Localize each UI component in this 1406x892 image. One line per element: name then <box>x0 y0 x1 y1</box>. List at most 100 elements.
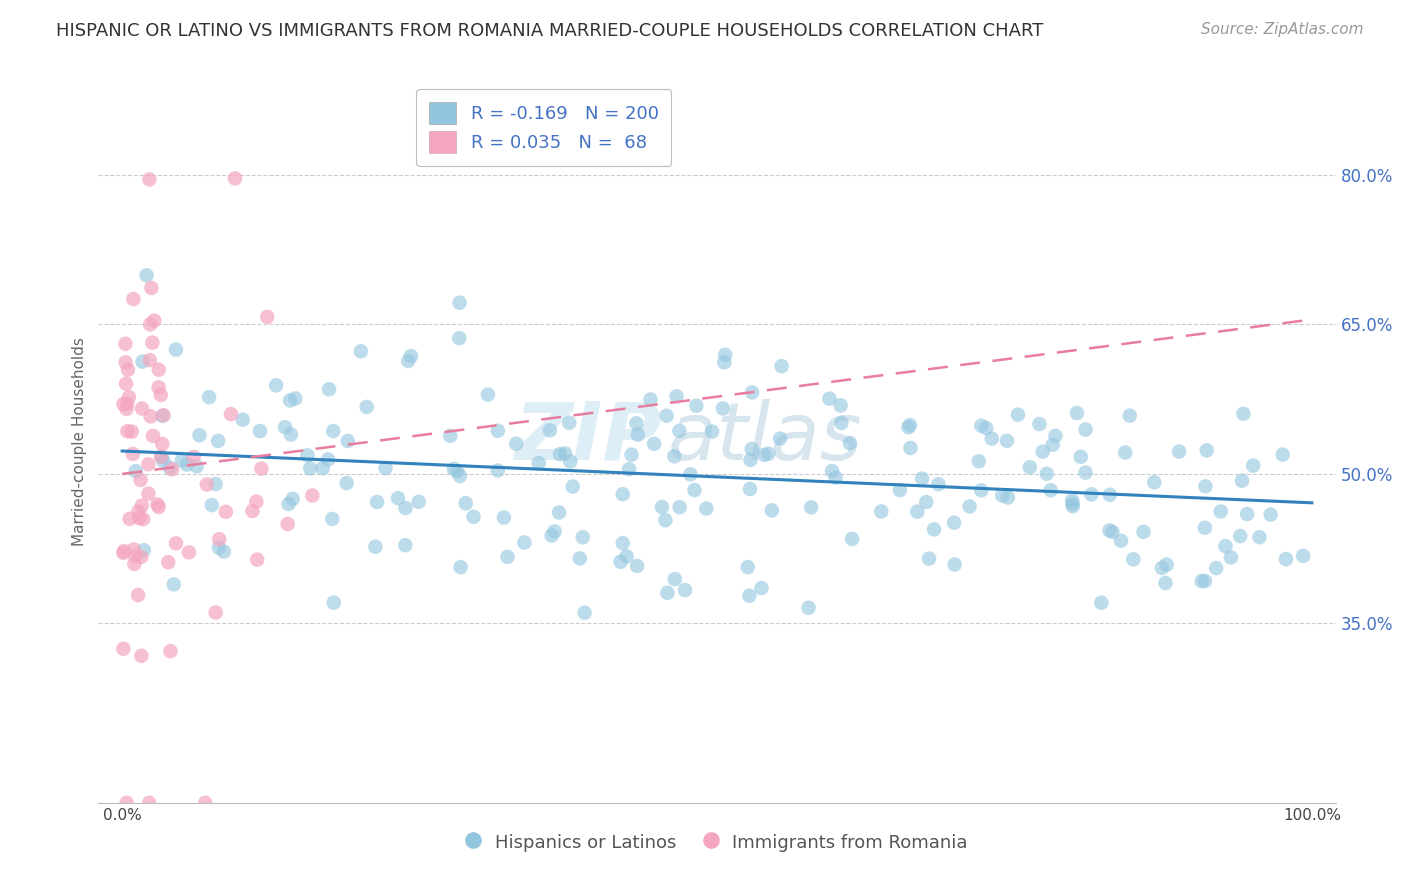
Point <box>131 648 153 663</box>
Point <box>138 172 160 186</box>
Point <box>150 409 173 423</box>
Point <box>626 417 648 431</box>
Point <box>1007 408 1029 422</box>
Point <box>148 380 170 394</box>
Point <box>139 409 162 424</box>
Text: atlas: atlas <box>668 399 862 477</box>
Point <box>195 477 218 491</box>
Point <box>177 545 200 559</box>
Point <box>668 500 690 515</box>
Point <box>574 606 596 620</box>
Point <box>1150 561 1173 575</box>
Point <box>449 295 471 310</box>
Point <box>900 441 922 455</box>
Point <box>141 335 163 350</box>
Point <box>132 543 155 558</box>
Point <box>146 498 169 512</box>
Point <box>830 398 852 412</box>
Point <box>761 503 783 517</box>
Point <box>396 354 419 368</box>
Point <box>911 472 934 486</box>
Point <box>1119 409 1142 423</box>
Point <box>1194 479 1216 493</box>
Point <box>616 549 638 564</box>
Point <box>486 463 509 477</box>
Point <box>122 447 145 461</box>
Point <box>970 483 993 498</box>
Point <box>626 558 648 573</box>
Point <box>1109 533 1132 548</box>
Point <box>1036 467 1059 481</box>
Point <box>277 516 299 531</box>
Point <box>186 459 208 474</box>
Point <box>1271 448 1294 462</box>
Point <box>152 454 174 468</box>
Point <box>149 388 172 402</box>
Point <box>655 409 678 423</box>
Point <box>449 331 471 345</box>
Point <box>281 491 304 506</box>
Point <box>612 487 634 501</box>
Point <box>818 392 841 406</box>
Text: HISPANIC OR LATINO VS IMMIGRANTS FROM ROMANIA MARRIED-COUPLE HOUSEHOLDS CORRELAT: HISPANIC OR LATINO VS IMMIGRANTS FROM RO… <box>56 22 1043 40</box>
Point <box>387 491 409 505</box>
Point <box>756 447 779 461</box>
Point <box>1168 444 1191 458</box>
Point <box>201 498 224 512</box>
Point <box>959 500 981 514</box>
Point <box>1074 466 1097 480</box>
Point <box>870 504 893 518</box>
Point <box>1194 574 1216 588</box>
Point <box>1292 549 1315 563</box>
Point <box>609 555 631 569</box>
Point <box>1070 450 1092 464</box>
Point <box>683 483 706 497</box>
Point <box>695 501 717 516</box>
Point <box>571 530 593 544</box>
Point <box>112 397 135 411</box>
Point <box>905 505 928 519</box>
Point <box>115 401 138 416</box>
Point <box>246 552 269 566</box>
Point <box>112 544 135 558</box>
Point <box>1236 507 1258 521</box>
Point <box>150 437 173 451</box>
Point <box>568 551 591 566</box>
Point <box>1209 504 1232 518</box>
Point <box>548 447 571 461</box>
Point <box>505 436 527 450</box>
Point <box>1205 561 1227 575</box>
Point <box>754 448 776 462</box>
Point <box>991 488 1014 502</box>
Point <box>316 452 339 467</box>
Point <box>943 516 966 530</box>
Point <box>918 551 941 566</box>
Point <box>1098 524 1121 538</box>
Point <box>449 469 471 483</box>
Point <box>1154 576 1177 591</box>
Point <box>446 464 468 478</box>
Point <box>527 456 550 470</box>
Point <box>673 583 696 598</box>
Point <box>176 458 198 472</box>
Point <box>124 557 146 571</box>
Point <box>128 511 150 525</box>
Point <box>554 446 576 460</box>
Point <box>336 434 359 448</box>
Point <box>256 310 278 324</box>
Point <box>150 450 173 464</box>
Point <box>1101 524 1123 539</box>
Point <box>1249 530 1271 544</box>
Text: ZIP: ZIP <box>515 399 661 477</box>
Point <box>740 452 762 467</box>
Point <box>364 540 387 554</box>
Point <box>118 512 141 526</box>
Point <box>1045 429 1067 443</box>
Point <box>997 491 1019 505</box>
Point <box>321 512 343 526</box>
Point <box>124 549 146 564</box>
Point <box>700 425 723 439</box>
Point <box>250 461 273 475</box>
Point <box>898 417 921 432</box>
Text: Source: ZipAtlas.com: Source: ZipAtlas.com <box>1201 22 1364 37</box>
